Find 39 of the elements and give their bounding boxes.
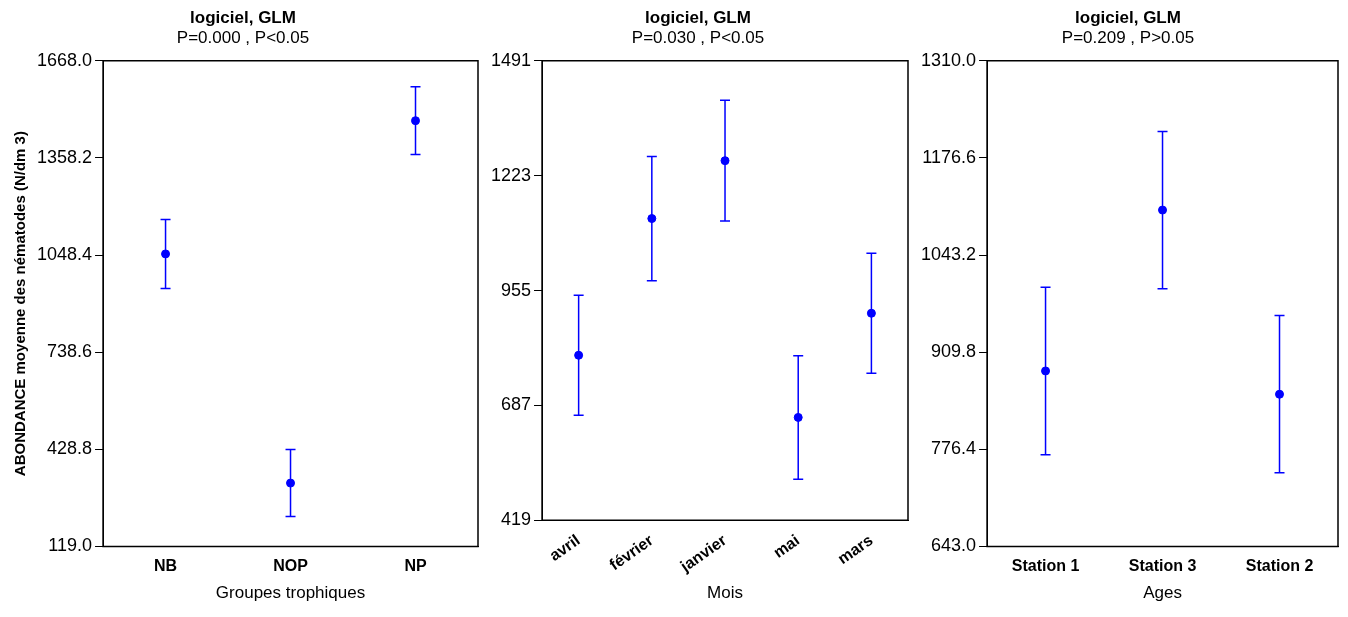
y-tick-label: 776.4 (931, 438, 977, 459)
x-tick-label: mai (770, 531, 803, 562)
x-axis-title: Mois (707, 583, 743, 603)
x-tick-label: NOP (273, 557, 309, 575)
chart-subtitle: P=0.030 , P<0.05 (631, 28, 765, 48)
x-tick-label: avril (546, 531, 583, 565)
x-tick-label: Station 1 (1011, 557, 1080, 575)
x-tick-label: Station 3 (1128, 557, 1197, 575)
x-tick-label: Station 2 (1245, 557, 1314, 575)
chart-title: logiciel, GLM (190, 7, 296, 27)
y-tick-label: 119.0 (48, 535, 93, 556)
x-tick-label: mars (834, 531, 876, 568)
x-axis-title: Ages (1143, 583, 1182, 603)
point (866, 308, 876, 318)
y-tick-label: 1048.4 (36, 244, 93, 265)
y-tick-label: 643.0 (931, 535, 977, 556)
y-tick-label: 687 (501, 394, 532, 415)
y-tick-label: 909.8 (931, 341, 977, 362)
y-tick-label: 1223 (491, 164, 532, 185)
y-tick-label: 1176.6 (922, 146, 977, 167)
y-tick-label: 428.8 (47, 438, 93, 459)
y-tick-label: 1491 (491, 49, 532, 70)
chart-subtitle: P=0.000 , P<0.05 (176, 28, 310, 48)
chart-subtitle: P=0.209 , P>0.05 (1061, 28, 1195, 48)
y-tick-label: 1043.2 (920, 244, 977, 265)
y-tick-label: 1358.2 (36, 146, 93, 167)
chart-title: logiciel, GLM (1075, 7, 1181, 27)
y-tick-label: 1668.0 (36, 49, 93, 70)
point (411, 116, 421, 126)
x-axis-title: Groupes trophiques (215, 583, 366, 603)
point (574, 350, 584, 360)
x-tick-label: NP (404, 557, 427, 575)
chart-title: logiciel, GLM (645, 7, 751, 27)
y-tick-label: 738.6 (47, 341, 93, 362)
y-tick-label: 1310.0 (920, 49, 977, 70)
x-tick-label: NB (153, 557, 178, 575)
y-tick-label: 419 (501, 509, 532, 530)
y-tick-label: 955 (501, 279, 532, 300)
y-axis-title: ABONDANCE moyenne des nématodes (N/dm 3) (11, 131, 29, 477)
